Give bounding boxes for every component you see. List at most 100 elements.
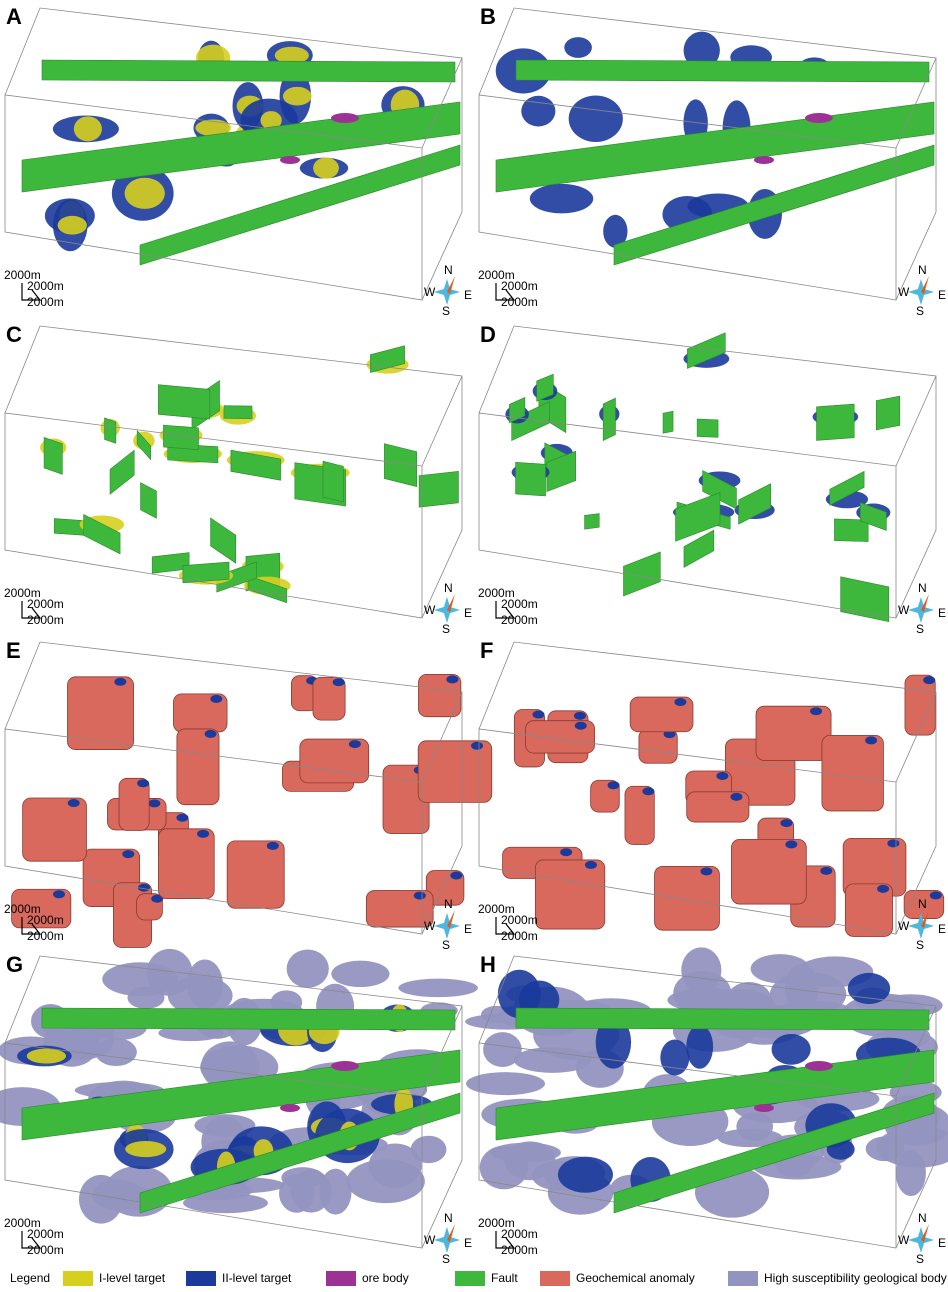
fault: [675, 492, 721, 542]
fault: [816, 403, 855, 441]
body: [313, 157, 339, 179]
body: [923, 676, 936, 685]
scale-label: 2000m: [4, 902, 41, 916]
compass-w: W: [424, 603, 436, 617]
anomaly: [755, 705, 832, 761]
body: [57, 215, 87, 235]
compass-needle: [447, 1224, 455, 1242]
compass-n: N: [444, 897, 453, 911]
panel-label: H: [480, 952, 496, 977]
body: [560, 848, 573, 857]
compass-e: E: [938, 1236, 946, 1250]
anomaly: [821, 734, 884, 812]
scale-label: 2000m: [27, 597, 64, 611]
body: [771, 1033, 811, 1065]
fault: [687, 332, 726, 369]
panel-label: F: [480, 638, 493, 663]
anomaly: [118, 777, 150, 831]
anomaly: [67, 676, 134, 750]
fault: [223, 405, 253, 420]
body: [785, 840, 798, 849]
fault: [536, 373, 554, 402]
fault: [216, 561, 257, 593]
anomaly: [731, 839, 807, 905]
legend-label: I-level target: [99, 1271, 166, 1285]
body: [67, 799, 80, 808]
compass-e: E: [464, 1236, 472, 1250]
fault: [584, 513, 600, 530]
scale-label: 2000m: [478, 902, 515, 916]
scale-label: 2000m: [27, 913, 64, 927]
fault: [139, 1092, 461, 1214]
body: [348, 740, 361, 749]
anomaly: [654, 865, 720, 931]
body: [780, 819, 793, 828]
compass-s: S: [442, 938, 450, 952]
fault: [859, 502, 887, 531]
compass-n: N: [918, 263, 927, 277]
body: [490, 1142, 561, 1163]
body: [754, 1104, 774, 1112]
anomaly: [22, 797, 87, 862]
body: [204, 729, 217, 738]
body: [146, 948, 193, 996]
legend-label: High susceptibility geological body: [764, 1271, 947, 1285]
legend-label: II-level target: [222, 1271, 292, 1285]
compass-e: E: [464, 288, 472, 302]
legend-title: Legend: [10, 1271, 50, 1285]
body: [532, 710, 545, 719]
body: [410, 1135, 447, 1164]
body: [148, 799, 161, 808]
body: [53, 890, 66, 899]
compass-s: S: [916, 622, 924, 636]
fault: [515, 461, 546, 497]
legend-label: Geochemical anomaly: [576, 1271, 695, 1285]
body: [471, 741, 484, 750]
body: [137, 779, 150, 788]
scale-axes: [495, 1231, 516, 1249]
legend-swatch: [455, 1271, 485, 1286]
compass-w: W: [898, 919, 910, 933]
body: [78, 1174, 124, 1224]
box-edge: [478, 325, 937, 619]
scale-label: 2000m: [478, 268, 515, 282]
body: [280, 156, 300, 164]
scale-label: 2000m: [4, 1216, 41, 1230]
scale-axes: [21, 1231, 42, 1249]
body: [398, 978, 478, 998]
body: [895, 1150, 926, 1197]
compass-e: E: [464, 922, 472, 936]
scale-label: 2000m: [27, 1243, 64, 1257]
scale-label: 2000m: [501, 1243, 538, 1257]
body: [805, 1061, 833, 1071]
panel-label: C: [6, 322, 22, 347]
compass-n: N: [444, 263, 453, 277]
anomaly: [299, 738, 370, 784]
fault: [683, 529, 715, 568]
box-edge: [478, 955, 937, 1249]
compass-needle: [921, 1224, 929, 1242]
body: [137, 883, 150, 892]
fault: [158, 384, 211, 420]
body: [877, 884, 890, 893]
box-edge: [4, 955, 463, 1249]
box-edge: [478, 7, 937, 301]
fault: [41, 59, 456, 83]
body: [716, 771, 729, 780]
scale-label: 2000m: [4, 268, 41, 282]
fault: [43, 437, 63, 475]
body: [197, 829, 210, 838]
scale-label: 2000m: [501, 613, 538, 627]
body: [346, 1159, 425, 1204]
fault: [139, 144, 461, 266]
fault: [247, 575, 287, 604]
body: [413, 891, 426, 900]
body: [573, 711, 586, 720]
body: [26, 1048, 67, 1064]
body: [195, 119, 232, 137]
body: [260, 111, 282, 130]
compass-s: S: [442, 1252, 450, 1266]
body: [642, 787, 655, 796]
legend-label: ore body: [362, 1271, 409, 1285]
